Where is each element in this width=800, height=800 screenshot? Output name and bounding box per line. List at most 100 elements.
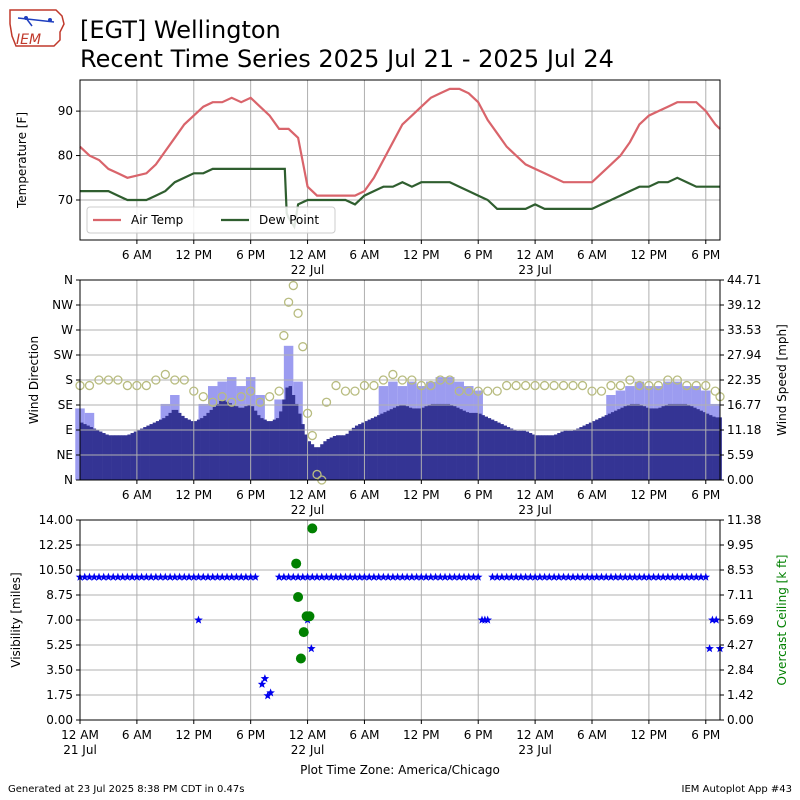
visibility-point xyxy=(108,572,118,581)
visibility-point xyxy=(502,572,511,581)
wind-bar xyxy=(200,418,204,480)
wind-dir-point xyxy=(473,386,483,396)
wind-dir-point xyxy=(663,375,673,385)
visibility-point xyxy=(217,572,227,581)
visibility-point xyxy=(673,572,682,581)
wind-bar xyxy=(332,436,337,480)
wind-dir-point xyxy=(84,380,95,391)
y2-tick-label: 22.35 xyxy=(727,373,761,387)
wind-bar xyxy=(190,421,195,480)
chart-title: [EGT] Wellington xyxy=(80,16,281,44)
wind-dir-point xyxy=(397,375,408,385)
wind-bar xyxy=(623,406,628,480)
visibility-point xyxy=(180,572,189,581)
y-tick-label: 3.50 xyxy=(46,663,73,677)
visibility-point xyxy=(578,572,587,581)
visibility-point xyxy=(317,572,327,581)
visibility-point xyxy=(289,572,298,581)
y-tick-label: SW xyxy=(54,348,74,362)
wind-dir-point xyxy=(189,386,199,396)
wind-bar xyxy=(228,403,233,480)
visibility-point xyxy=(692,572,701,581)
wind-bar xyxy=(405,406,409,480)
wind-bar xyxy=(155,421,160,480)
wind-dir-point xyxy=(179,375,189,385)
wind-dir-point xyxy=(388,369,398,380)
x-tick-label: 12 AM xyxy=(289,248,327,262)
visibility-point xyxy=(625,572,635,581)
wind-bar xyxy=(203,415,207,480)
wind-bar xyxy=(557,433,561,480)
wind-bar xyxy=(664,404,669,480)
x-tick-sublabel: 22 Jul xyxy=(291,263,325,277)
x-tick-sublabel: 22 Jul xyxy=(291,503,325,517)
wind-dir-point xyxy=(587,386,597,396)
wind-bar xyxy=(181,415,185,480)
y-tick-label: 80 xyxy=(58,149,73,163)
visibility-point xyxy=(417,572,426,581)
wind-bar xyxy=(89,427,93,480)
iowa-outline xyxy=(9,9,65,47)
x-tick-label: 12 AM xyxy=(289,728,327,742)
x-tick-sublabel: 22 Jul xyxy=(291,743,325,757)
visibility-point xyxy=(554,572,564,581)
x-tick-label: 6 AM xyxy=(577,248,607,262)
x-tick-label: 6 PM xyxy=(236,488,265,502)
wind-dir-point xyxy=(350,386,360,396)
wind-dir-point xyxy=(682,380,692,391)
y-tick-label: 90 xyxy=(58,104,73,118)
wind-dir-point xyxy=(568,380,578,391)
y-axis-label: Wind Direction xyxy=(27,336,41,424)
wind-dir-point xyxy=(312,469,322,480)
wind-bar xyxy=(671,403,675,480)
wind-bar xyxy=(535,435,539,480)
visibility-point xyxy=(530,572,540,581)
visibility-point xyxy=(303,572,312,581)
wind-dir-point xyxy=(103,375,114,385)
y-tick-label: 10.50 xyxy=(39,563,73,577)
wind-dir-point xyxy=(511,380,521,391)
wind-bar xyxy=(674,403,678,480)
wind-bar xyxy=(127,434,131,480)
wind-bar xyxy=(396,406,400,480)
wind-bar xyxy=(285,387,289,480)
wind-dir-point xyxy=(307,430,317,441)
x-tick-label: 6 PM xyxy=(464,248,493,262)
visibility-point xyxy=(526,572,535,581)
x-axis-label: Plot Time Zone: America/Chicago xyxy=(300,763,500,777)
wind-bar xyxy=(288,386,293,480)
visibility-point xyxy=(307,644,316,653)
wind-dir-point xyxy=(606,380,616,391)
visibility-point xyxy=(257,679,267,688)
wind-dir-point xyxy=(407,375,417,385)
y-tick-label: N xyxy=(64,473,73,487)
wind-bar xyxy=(544,435,549,480)
wind-dir-point xyxy=(198,392,208,402)
wind-bar xyxy=(452,406,457,480)
visibility-point xyxy=(663,572,673,581)
wind-bar xyxy=(247,404,251,480)
x-tick-label: 6 AM xyxy=(577,488,607,502)
visibility-point xyxy=(521,572,530,581)
y-tick-label: 1.75 xyxy=(46,688,73,702)
wind-dir-point xyxy=(625,375,635,385)
wind-bar xyxy=(585,424,590,480)
wind-dir-point xyxy=(331,380,341,391)
visibility-point xyxy=(620,572,630,581)
wind-bar xyxy=(108,435,112,480)
y2-tick-label: 9.95 xyxy=(727,538,754,552)
x-tick-label: 12 AM xyxy=(289,488,327,502)
wind-bar xyxy=(149,424,153,480)
wind-bar xyxy=(159,419,163,480)
wind-bar xyxy=(80,422,84,480)
wind-bar xyxy=(358,424,362,480)
y2-tick-label: 5.59 xyxy=(727,448,754,462)
wind-bar xyxy=(471,412,476,480)
wind-dir-point xyxy=(644,380,654,391)
wind-dir-point xyxy=(464,386,474,396)
wind-bar xyxy=(86,425,90,480)
wind-dir-point xyxy=(378,375,389,385)
visibility-point xyxy=(236,572,246,581)
visibility-point xyxy=(668,572,677,581)
wind-bar xyxy=(140,428,144,480)
